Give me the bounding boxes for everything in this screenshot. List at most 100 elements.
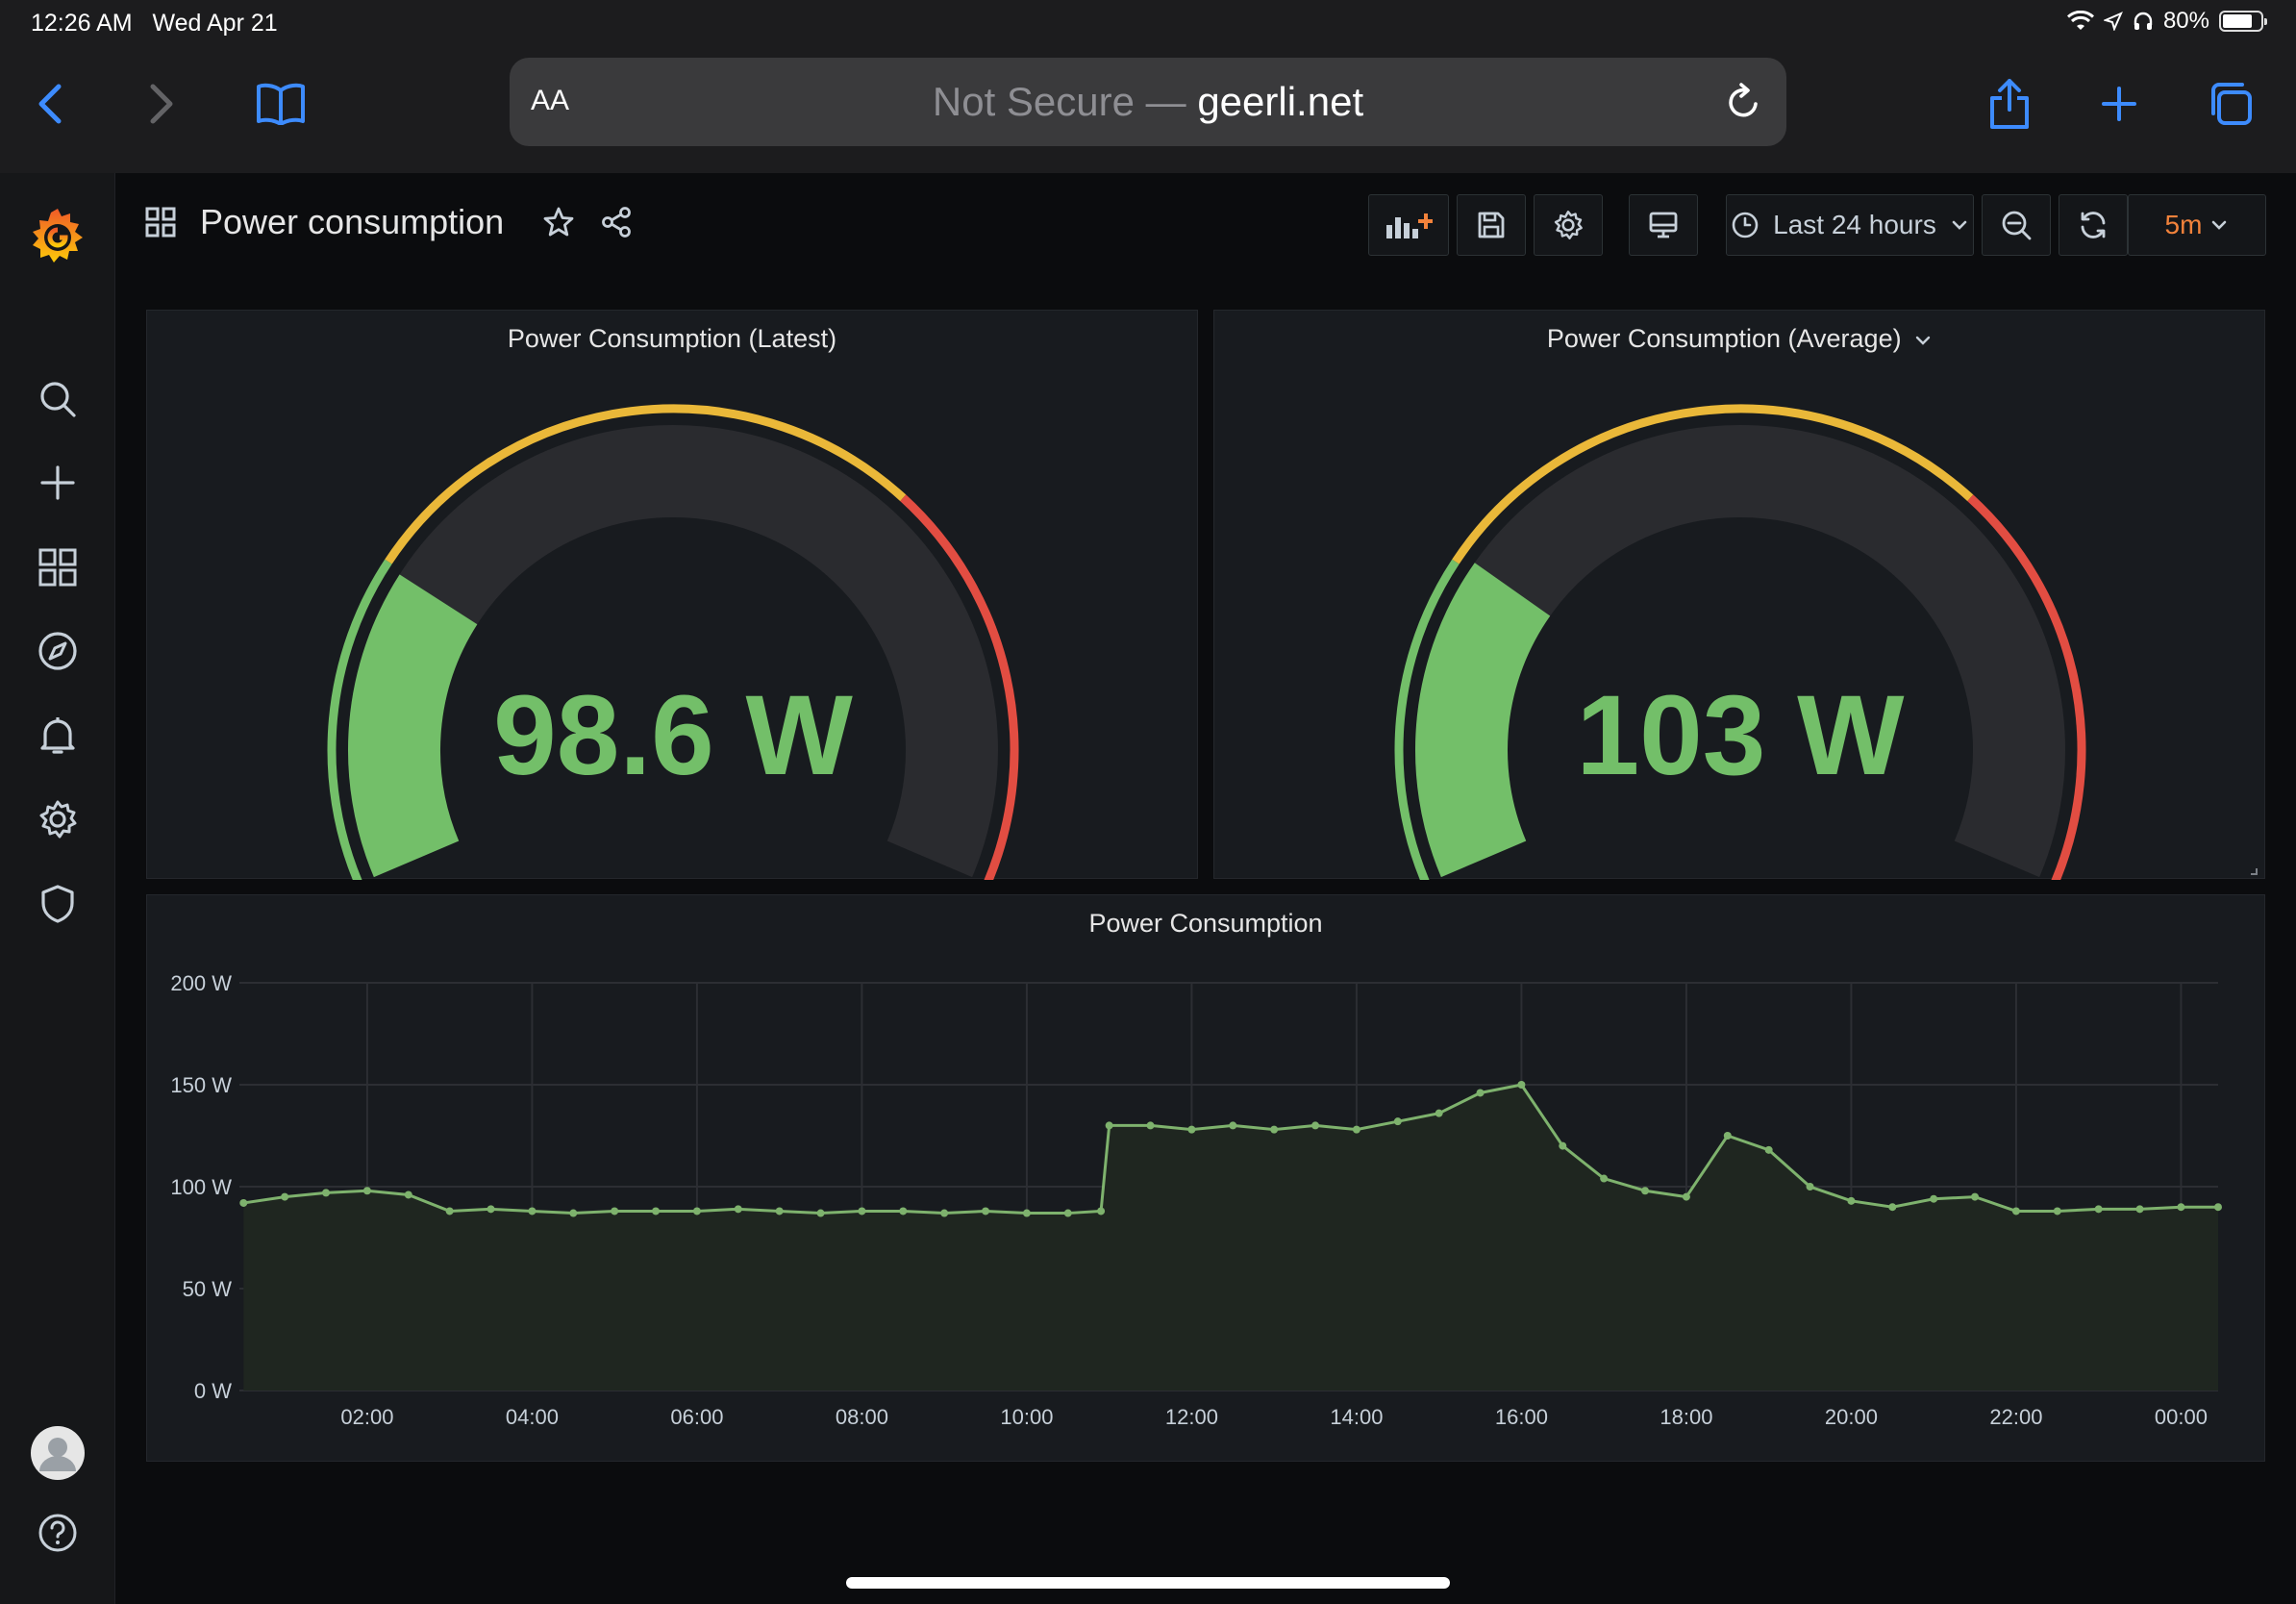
browser-toolbar: AA Not Secure — geerli.net: [0, 46, 2296, 173]
y-tick-label: 0 W: [194, 1379, 232, 1403]
gauge-threshold-band: [1967, 494, 2086, 880]
data-point: [982, 1207, 990, 1216]
data-point: [1063, 1209, 1072, 1217]
sidebar-explore[interactable]: [0, 622, 115, 680]
reload-button[interactable]: [1725, 83, 1761, 126]
help-icon: [38, 1514, 77, 1552]
sidebar-configuration[interactable]: [0, 790, 115, 848]
reader-options-button[interactable]: AA: [531, 85, 569, 117]
add-panel-button[interactable]: [1368, 194, 1449, 256]
reload-icon: [1729, 83, 1758, 117]
zoom-out-button[interactable]: [1982, 194, 2051, 256]
data-point: [692, 1207, 701, 1216]
sidebar-create[interactable]: [0, 454, 115, 512]
data-point: [1764, 1145, 1773, 1154]
x-tick-label: 22:00: [1989, 1405, 2042, 1429]
y-tick-label: 50 W: [183, 1277, 233, 1301]
gauge-value: 98.6 W: [493, 672, 853, 799]
dashboard-title[interactable]: Power consumption: [200, 202, 505, 241]
compass-icon: [38, 632, 77, 670]
data-point: [816, 1209, 825, 1217]
gauge-threshold-band: [385, 404, 907, 564]
sidebar-dashboards[interactable]: [0, 539, 115, 596]
url-host: geerli.net: [1197, 79, 1364, 124]
url-display[interactable]: Not Secure — geerli.net: [510, 79, 1786, 125]
panel-resize-handle[interactable]: [2251, 868, 2258, 875]
y-tick-label: 100 W: [170, 1175, 232, 1199]
sidebar-search[interactable]: [0, 370, 115, 428]
data-point: [652, 1207, 661, 1216]
gauge-panel-latest[interactable]: Power Consumption (Latest) 98.6 W: [146, 310, 1198, 880]
data-point: [1559, 1141, 1567, 1150]
data-point: [1847, 1196, 1856, 1205]
dashboards-grid-icon: [145, 207, 176, 238]
cycle-view-mode-button[interactable]: [1629, 194, 1698, 256]
headphones-icon: [2134, 12, 2153, 30]
data-point: [775, 1207, 784, 1216]
gear-icon: [39, 800, 77, 839]
data-point: [362, 1187, 371, 1195]
sidebar-server-admin[interactable]: [0, 875, 115, 933]
panel-title[interactable]: Power Consumption: [1088, 909, 1323, 938]
x-tick-label: 06:00: [670, 1405, 723, 1429]
location-arrow-icon: [2103, 12, 2123, 31]
save-dashboard-button[interactable]: [1457, 194, 1526, 256]
forward-button[interactable]: [133, 75, 190, 133]
panel-title[interactable]: Power Consumption (Latest): [507, 324, 837, 353]
data-point: [2094, 1205, 2103, 1214]
sidebar-help[interactable]: [0, 1504, 115, 1562]
data-point: [1311, 1121, 1320, 1130]
data-point: [858, 1207, 866, 1216]
chevron-down-icon: [1915, 336, 1931, 345]
grafana-home-logo[interactable]: [0, 196, 115, 277]
book-icon: [257, 83, 305, 125]
data-point: [1352, 1125, 1360, 1134]
gauge-threshold-band: [1394, 559, 1460, 880]
monitor-icon: [1649, 212, 1678, 238]
url-security-label: Not Secure —: [932, 79, 1186, 124]
wifi-icon: [2066, 11, 2094, 30]
data-point: [734, 1205, 742, 1214]
tabs-overview-button[interactable]: [2202, 75, 2259, 133]
back-button[interactable]: [21, 75, 79, 133]
data-point: [2053, 1207, 2061, 1216]
home-indicator: [846, 1577, 1450, 1589]
data-point: [1476, 1089, 1485, 1097]
x-tick-label: 14:00: [1330, 1405, 1383, 1429]
chevron-down-icon: [2212, 220, 2227, 230]
data-point: [1641, 1187, 1650, 1195]
share-icon: [1990, 79, 2029, 129]
data-point: [487, 1205, 495, 1214]
new-tab-button[interactable]: [2090, 75, 2148, 133]
panel-title-wrap[interactable]: Power Consumption (Average): [1214, 324, 2264, 354]
star-icon[interactable]: [542, 206, 575, 238]
refresh-dashboard-button[interactable]: [2059, 194, 2128, 256]
refresh-icon: [2081, 212, 2106, 238]
share-button[interactable]: [1981, 75, 2038, 133]
data-point: [611, 1207, 619, 1216]
gauge-panel-average[interactable]: Power Consumption (Average) 103 W: [1213, 310, 2265, 880]
sidebar-alerting[interactable]: [0, 707, 115, 764]
data-point: [2214, 1203, 2222, 1212]
chevron-right-icon: [150, 84, 173, 124]
bookmarks-button[interactable]: [252, 75, 310, 133]
timeseries-panel[interactable]: Power Consumption 0 W 50 W 100 W 150 W 200 W…: [146, 894, 2265, 1462]
share-dashboard-icon[interactable]: [600, 206, 633, 238]
data-point: [281, 1192, 289, 1201]
x-tick-label: 10:00: [1000, 1405, 1053, 1429]
gauge-threshold-band: [1452, 404, 1974, 564]
refresh-interval-picker[interactable]: 5m: [2128, 194, 2266, 256]
time-range-picker[interactable]: Last 24 hours: [1726, 194, 1974, 256]
gauge-value-arc: [1415, 563, 1551, 878]
x-tick-label: 16:00: [1495, 1405, 1548, 1429]
chevron-left-icon: [38, 84, 62, 124]
dashboard-settings-button[interactable]: [1534, 194, 1603, 256]
refresh-interval-label: 5m: [2164, 210, 2203, 239]
data-point: [1393, 1117, 1402, 1126]
address-bar[interactable]: AA Not Secure — geerli.net: [510, 58, 1786, 146]
y-tick-label: 200 W: [170, 971, 232, 995]
sidebar-profile[interactable]: [0, 1419, 115, 1487]
data-point: [1435, 1109, 1443, 1117]
gear-icon: [1554, 211, 1583, 239]
data-point: [569, 1209, 578, 1217]
